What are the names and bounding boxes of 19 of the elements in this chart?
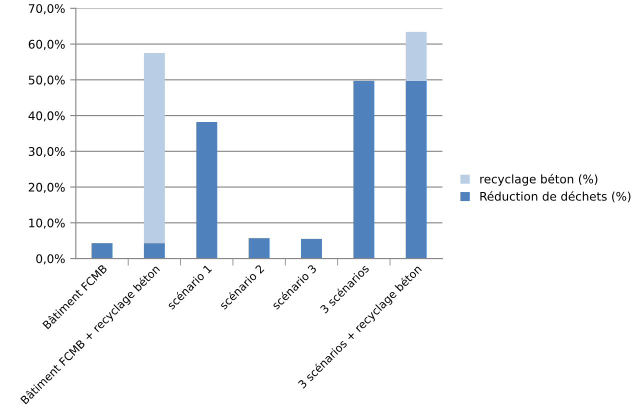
bar — [92, 243, 112, 259]
bar — [144, 53, 165, 244]
bar — [248, 238, 270, 259]
legend-label: Réduction de déchets (%) — [480, 191, 630, 202]
legend-label: recyclage béton (%) — [480, 174, 598, 186]
bar — [353, 80, 374, 259]
bar — [301, 238, 322, 259]
y-tick-label: 20,0% — [28, 182, 65, 193]
y-tick-label: 0,0% — [36, 254, 65, 264]
y-tick-label: 50,0% — [28, 76, 65, 86]
bar — [406, 32, 427, 81]
bar — [144, 243, 165, 259]
bar — [196, 122, 218, 259]
bar — [406, 80, 427, 259]
y-tick-label: 60,0% — [28, 40, 65, 50]
y-tick-label: 30,0% — [28, 147, 65, 158]
y-tick-label: 10,0% — [29, 218, 65, 229]
y-tick-label: 70,0% — [28, 4, 65, 14]
y-tick-label: 40,0% — [28, 111, 65, 122]
